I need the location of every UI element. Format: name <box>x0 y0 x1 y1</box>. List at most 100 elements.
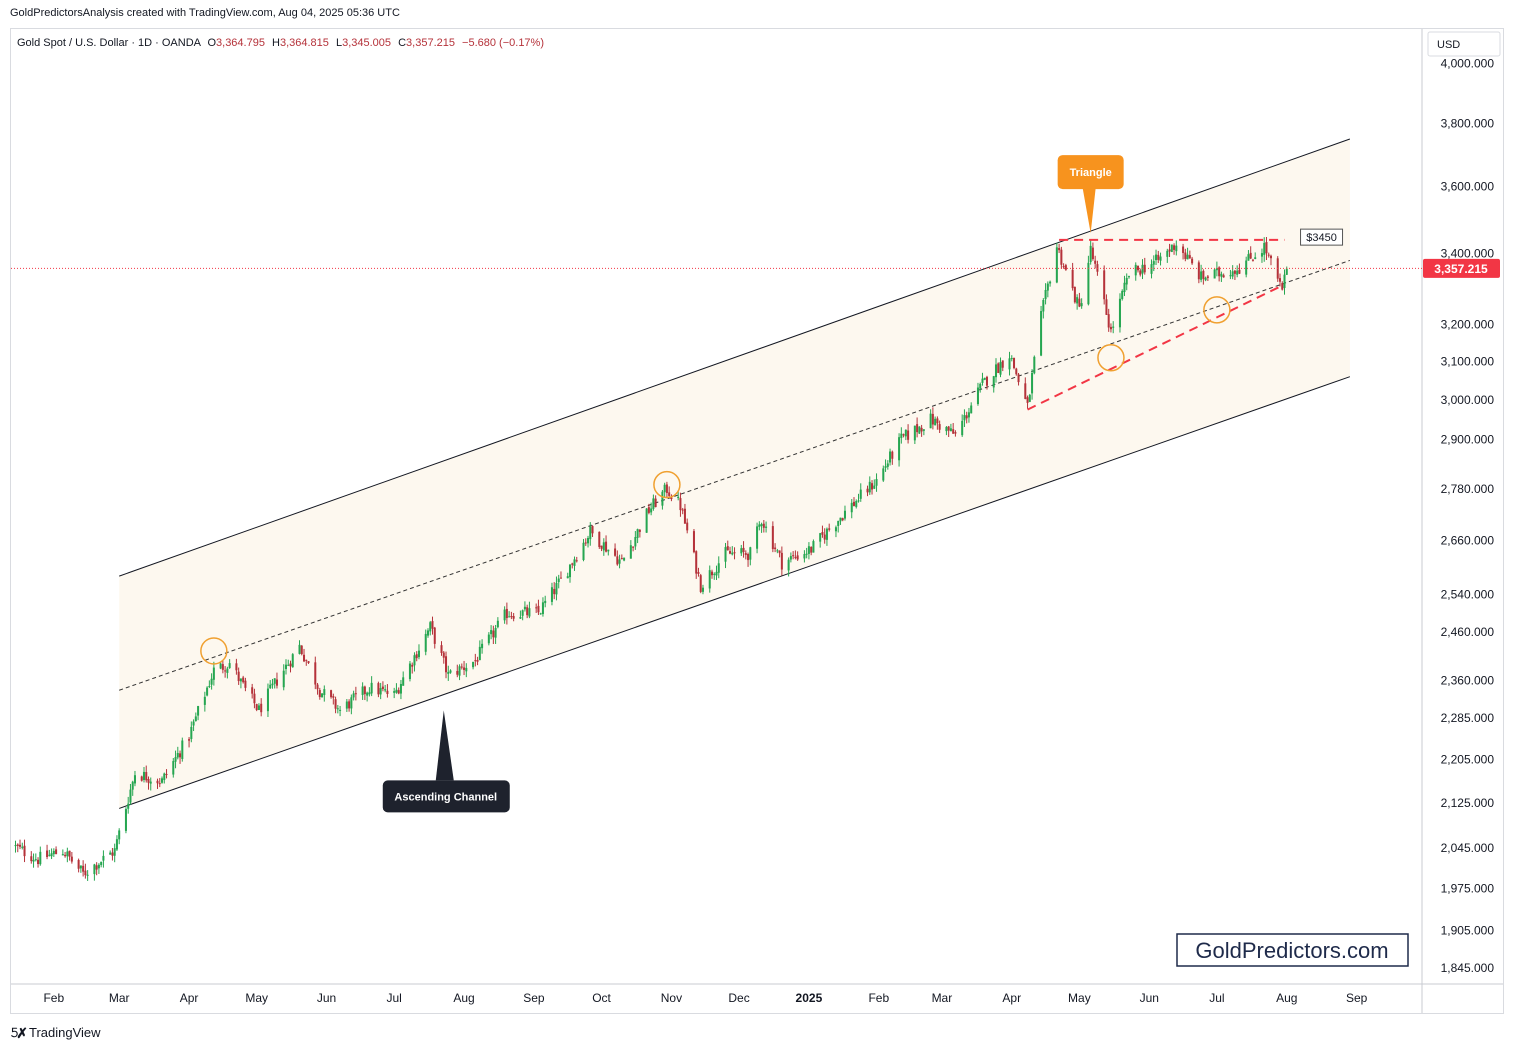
candle-body <box>819 533 822 542</box>
candle-body <box>494 627 497 638</box>
candle-body <box>345 701 348 709</box>
candle-down <box>1071 262 1074 291</box>
candle-body <box>1123 282 1126 293</box>
candle-body <box>1139 270 1142 275</box>
ohlc-change: −5.680 (−0.17%) <box>462 37 544 49</box>
candle-body <box>46 850 49 857</box>
candle-up <box>481 639 484 654</box>
candle-up <box>131 780 134 796</box>
price-axis[interactable]: 4,000.000 3,800.000 3,600.000 3,400.000 3,20… <box>1441 57 1495 976</box>
candle-up <box>192 719 195 732</box>
candle-down <box>1233 269 1236 280</box>
candle-up <box>900 427 903 444</box>
candle-down <box>1191 256 1194 265</box>
candle-body <box>1094 260 1097 264</box>
candle-body <box>415 654 418 659</box>
time-tick-label: Mar <box>932 991 953 1005</box>
candle-body <box>192 721 195 726</box>
candle-down <box>23 839 26 863</box>
candle-body <box>898 437 901 461</box>
candle-up <box>1121 289 1124 301</box>
candle-body <box>681 509 684 511</box>
candle-body <box>1103 270 1106 300</box>
candle-body <box>426 630 429 636</box>
candle-body <box>607 549 610 552</box>
candle-down <box>456 664 459 678</box>
candle-up <box>837 520 840 533</box>
candle-up <box>715 565 718 581</box>
candle-body <box>206 687 209 696</box>
candle-body <box>397 690 400 694</box>
candle-body <box>1015 368 1018 375</box>
candle-up <box>807 542 810 560</box>
ohlc-low: 3,345.005 <box>342 37 391 49</box>
candle-body <box>158 783 161 785</box>
candle-up <box>1125 273 1128 291</box>
time-tick-label: Apr <box>1002 991 1021 1005</box>
candle-body <box>140 776 143 781</box>
candle-up <box>79 865 82 873</box>
candle-up <box>133 770 136 787</box>
candle-up <box>760 522 763 533</box>
candle-up <box>922 429 925 436</box>
candle-down <box>1094 255 1097 269</box>
candle-body <box>731 552 734 555</box>
candle-body <box>1168 249 1171 252</box>
candle-body <box>1202 270 1205 279</box>
candle-up <box>1175 240 1178 256</box>
candle-up <box>1220 271 1223 282</box>
currency-label: USD <box>1437 39 1460 51</box>
candle-down <box>95 862 98 876</box>
candle-up <box>825 527 828 546</box>
footer-brand: TradingView <box>28 1025 101 1040</box>
candle-body <box>86 874 89 876</box>
candle-body <box>111 852 114 856</box>
candle-down <box>221 660 224 674</box>
candle-body <box>239 678 242 682</box>
candle-body <box>490 630 493 635</box>
triangle-callout-box <box>1057 155 1124 190</box>
price-tick-label: 2,125.000 <box>1441 796 1495 810</box>
currency-button[interactable] <box>1427 31 1501 57</box>
candle-down <box>1105 294 1108 315</box>
candle-up <box>496 617 499 629</box>
candle-down <box>841 517 844 522</box>
candle-body <box>1249 252 1252 259</box>
candle-body <box>550 587 553 602</box>
candle-down <box>891 450 894 465</box>
time-axis[interactable]: Feb Mar Apr May Jun Jul Aug Sep Oct Nov Dec 2025 Feb… <box>43 991 1367 1005</box>
candle-down <box>794 550 797 560</box>
candle-down <box>902 433 905 438</box>
candle-up <box>708 565 711 593</box>
candle-body <box>1091 247 1094 260</box>
candle-down <box>305 659 308 666</box>
candle-body <box>866 488 869 493</box>
candle-body <box>257 705 260 711</box>
chart-frame[interactable] <box>10 28 1504 1014</box>
candle-body <box>699 575 702 592</box>
candle-up <box>1055 242 1058 284</box>
candle-up <box>573 556 576 571</box>
footer[interactable]: 𝟻✗ TradingView <box>10 1024 101 1041</box>
candle-body <box>1166 250 1169 257</box>
candle-down <box>742 541 745 558</box>
candle-up <box>731 546 734 556</box>
candle-up <box>1283 269 1286 295</box>
candle-down <box>1278 273 1282 287</box>
candle-body <box>1278 278 1282 282</box>
candle-down <box>952 423 955 434</box>
candle-up <box>981 372 984 386</box>
candle-down <box>1202 269 1205 285</box>
candle-body <box>221 664 224 670</box>
candle-body <box>142 771 145 780</box>
candle-down <box>780 546 783 576</box>
candle-up <box>429 620 432 636</box>
candle-up <box>843 505 846 521</box>
candle-down <box>16 843 19 853</box>
candle-down <box>165 769 168 779</box>
candle-body <box>850 502 853 513</box>
candle-up <box>490 625 493 640</box>
time-tick-label: May <box>245 991 268 1005</box>
candle-body <box>765 526 768 528</box>
